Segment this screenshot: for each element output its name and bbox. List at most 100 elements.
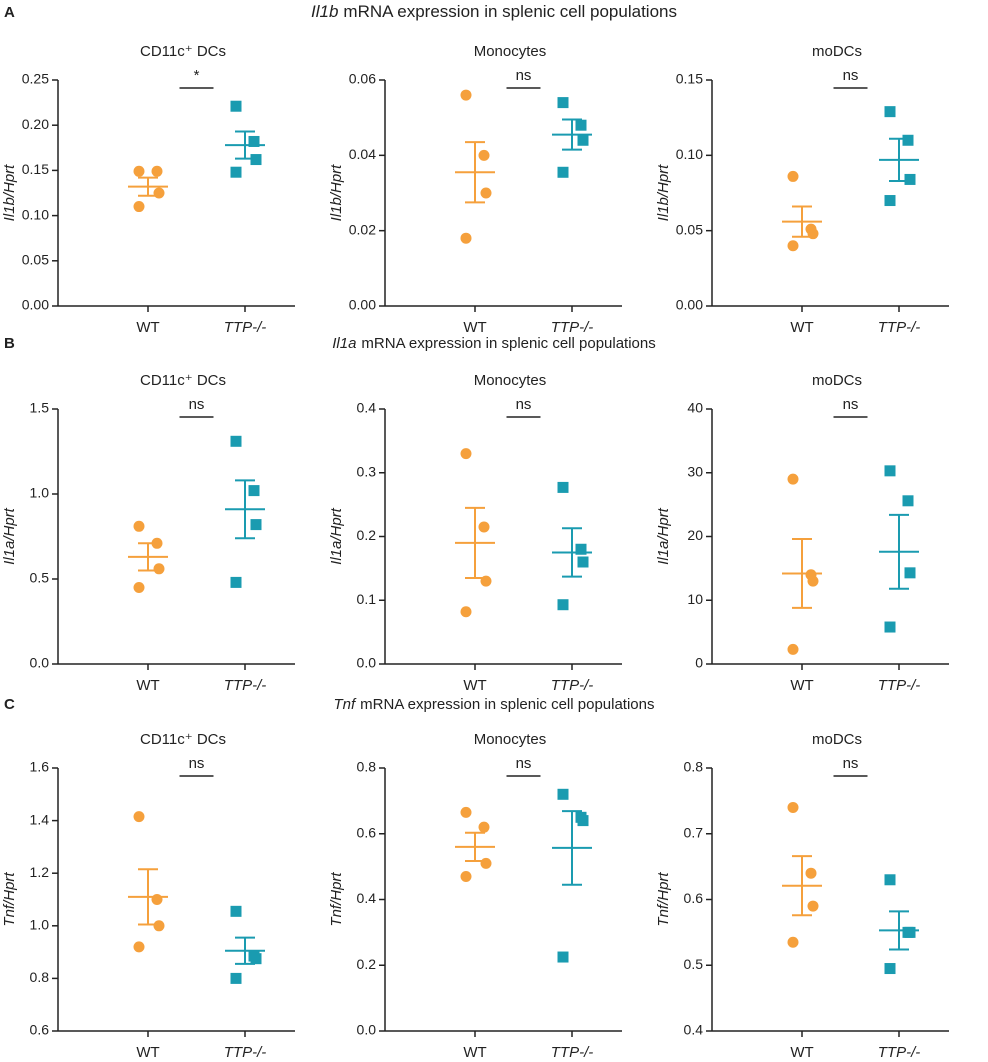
y-tick-label: 0.00 (22, 297, 49, 313)
x-tick-label: TTP-/- (224, 1044, 267, 1061)
data-point (904, 173, 916, 185)
sem-bar (235, 479, 255, 540)
data-point (557, 951, 569, 963)
significance-label: ns (516, 396, 532, 413)
y-tick-label: 0.8 (684, 759, 704, 775)
y-tick-label: 0.7 (684, 824, 704, 840)
section-letter: B (4, 335, 15, 352)
y-tick-label: 0.05 (676, 221, 703, 237)
data-point (904, 926, 916, 938)
data-point (577, 556, 589, 568)
x-tick-label: WT (790, 1044, 813, 1061)
y-tick-label: 10 (687, 591, 703, 607)
x-tick-label: WT (463, 677, 486, 694)
data-point (478, 149, 490, 161)
significance-label: ns (843, 755, 859, 772)
significance-label: ns (189, 755, 205, 772)
y-tick-label: 0.02 (349, 221, 376, 237)
data-point (902, 495, 914, 507)
y-tick-label: 0.5 (30, 570, 50, 586)
y-axis-label: Il1a/Hprt (328, 507, 345, 565)
data-point (480, 187, 492, 199)
data-point (153, 563, 165, 575)
y-tick-label: 1.2 (30, 864, 50, 880)
y-tick-label: 0.00 (676, 297, 703, 313)
panel-title: Monocytes (474, 372, 547, 389)
y-tick-label: 0.6 (357, 824, 377, 840)
significance-label: ns (843, 396, 859, 413)
data-point (460, 870, 472, 882)
data-point (248, 135, 260, 147)
y-tick-label: 0.4 (357, 400, 377, 416)
y-tick-label: 0.15 (22, 161, 49, 177)
data-point (153, 920, 165, 932)
significance-label: ns (516, 755, 532, 772)
section-letter: A (4, 4, 15, 21)
sem-bar (138, 868, 158, 926)
sem-bar (889, 910, 909, 951)
data-point (478, 821, 490, 833)
sem-bar (792, 855, 812, 917)
sem-bar (792, 538, 812, 609)
sem-bar (235, 936, 255, 965)
data-point (557, 599, 569, 611)
sem-bar (562, 527, 582, 578)
x-tick-label: WT (463, 319, 486, 336)
x-tick-label: WT (463, 1044, 486, 1061)
y-tick-label: 0.4 (684, 1022, 704, 1038)
y-tick-label: 0.0 (357, 1022, 377, 1038)
sem-bar (562, 810, 582, 886)
y-tick-label: 0.8 (30, 969, 50, 985)
y-tick-label: 0.2 (357, 956, 377, 972)
sem-bar (465, 141, 485, 204)
y-tick-label: 0.0 (357, 655, 377, 671)
x-tick-label: TTP-/- (551, 677, 594, 694)
x-tick-label: TTP-/- (224, 319, 267, 336)
y-tick-label: 0.8 (357, 759, 377, 775)
significance-label: ns (843, 67, 859, 84)
panel-title: Monocytes (474, 43, 547, 60)
sem-bar (465, 506, 485, 579)
data-point (133, 201, 145, 213)
data-point (250, 154, 262, 166)
data-point (557, 166, 569, 178)
significance-label: * (194, 67, 200, 84)
y-axis-label: Il1a/Hprt (1, 507, 18, 565)
y-tick-label: 0.2 (357, 527, 377, 543)
y-tick-label: 40 (687, 400, 703, 416)
data-point (460, 448, 472, 460)
y-tick-label: 0.5 (684, 956, 704, 972)
y-tick-label: 0.6 (30, 1022, 50, 1038)
y-tick-label: 0.10 (22, 206, 49, 222)
data-point (884, 874, 896, 886)
data-point (230, 905, 242, 917)
data-point (787, 473, 799, 485)
x-tick-label: WT (790, 677, 813, 694)
panel-title: moDCs (812, 372, 862, 389)
sem-bar (138, 176, 158, 197)
data-point (557, 788, 569, 800)
data-point (577, 134, 589, 146)
data-point (230, 972, 242, 984)
y-axis-label: Il1b/Hprt (328, 164, 345, 222)
y-tick-label: 0.20 (22, 116, 49, 132)
data-point (577, 815, 589, 827)
sem-bar (465, 831, 485, 863)
data-point (133, 811, 145, 823)
data-point (133, 520, 145, 532)
y-axis-label: Il1b/Hprt (655, 164, 672, 222)
y-tick-label: 0.3 (357, 463, 377, 479)
data-point (904, 567, 916, 579)
sem-bar (889, 513, 909, 590)
data-point (230, 435, 242, 447)
section-gene: Il1b (311, 2, 338, 21)
panel-title: CD11c⁺ DCs (140, 731, 226, 748)
x-tick-label: TTP-/- (878, 677, 921, 694)
x-tick-label: WT (136, 677, 159, 694)
y-tick-label: 1.0 (30, 917, 50, 933)
y-tick-label: 0.05 (22, 252, 49, 268)
x-tick-label: WT (136, 319, 159, 336)
data-point (884, 106, 896, 118)
x-tick-label: TTP-/- (551, 1044, 594, 1061)
section-letter: C (4, 696, 15, 713)
